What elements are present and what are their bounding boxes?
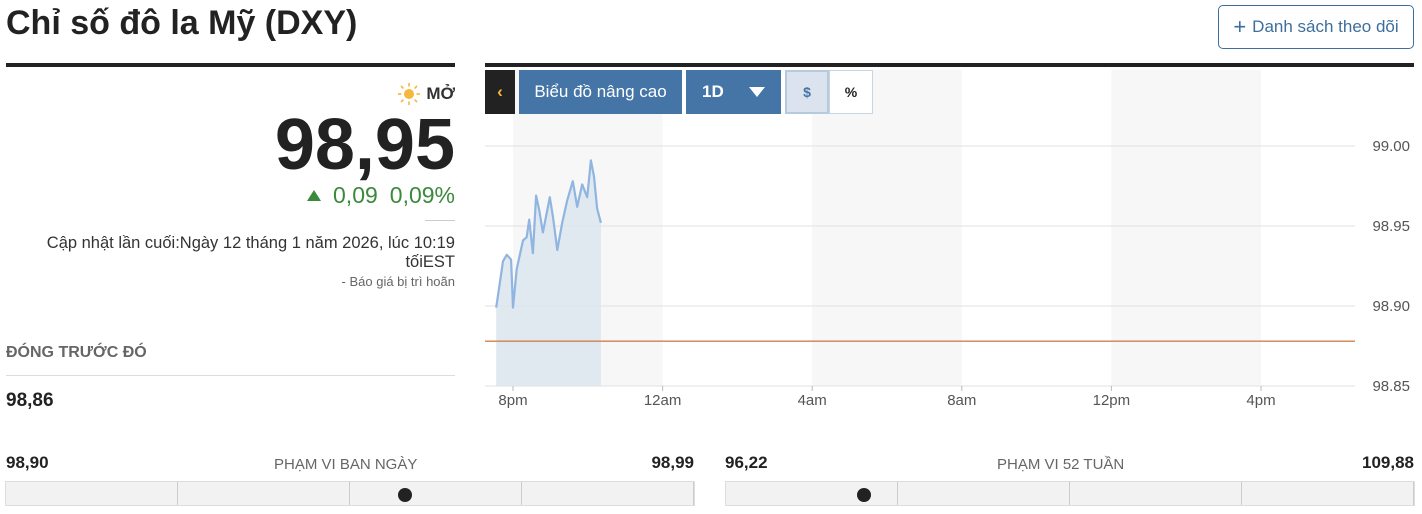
week52-range-high: 109,88 bbox=[1362, 453, 1414, 472]
week52-range-marker bbox=[856, 488, 871, 502]
collapse-button[interactable]: ‹ bbox=[485, 70, 515, 114]
price-line bbox=[495, 159, 602, 309]
status-label: MỞ bbox=[426, 84, 455, 103]
time-band bbox=[1111, 70, 1261, 386]
add-to-watchlist-button[interactable]: + Danh sách theo dõi bbox=[1218, 5, 1414, 49]
advanced-chart-button[interactable]: Biểu đồ nâng cao bbox=[519, 70, 682, 114]
sun-icon bbox=[398, 83, 421, 105]
delayed-quote-note: - Báo giá bị trì hoãn bbox=[341, 274, 455, 289]
time-band bbox=[812, 70, 962, 386]
week52-range-low: 96,22 bbox=[725, 453, 768, 472]
day-range-marker bbox=[398, 488, 413, 502]
price-area bbox=[496, 160, 601, 386]
period-dropdown[interactable]: 1D bbox=[686, 70, 781, 114]
change-percent: 0,09% bbox=[389, 182, 455, 208]
x-tick-label: 4pm bbox=[1246, 392, 1275, 409]
y-tick-label: 98.85 bbox=[1372, 378, 1410, 395]
price-chart: 99.00 98.95 98.90 98.85 8pm 12am 4am 8am 12pm 4pm bbox=[485, 70, 1410, 409]
x-tick-label: 8am bbox=[947, 392, 976, 409]
caret-down-icon bbox=[749, 87, 765, 97]
x-tick-label: 8pm bbox=[498, 392, 527, 409]
x-tick-label: 12am bbox=[644, 392, 682, 409]
week52-range-bar bbox=[725, 481, 1415, 506]
current-price: 98,95 bbox=[274, 105, 455, 185]
y-tick-label: 98.95 bbox=[1372, 218, 1410, 235]
arrow-up-icon bbox=[307, 190, 322, 201]
divider bbox=[425, 220, 455, 221]
y-tick-label: 98.90 bbox=[1372, 298, 1410, 315]
change-value: 0,09 bbox=[333, 182, 378, 208]
percent-toggle[interactable]: % bbox=[829, 70, 873, 114]
plus-icon: + bbox=[1233, 14, 1247, 39]
day-range-high: 98,99 bbox=[651, 453, 694, 472]
page-title: Chỉ số đô la Mỹ (DXY) bbox=[6, 4, 358, 42]
prev-close-label: ĐÓNG TRƯỚC ĐÓ bbox=[6, 344, 147, 361]
usd-toggle[interactable]: $ bbox=[785, 70, 829, 114]
market-status: MỞ bbox=[398, 83, 455, 105]
chevron-left-icon: ‹ bbox=[497, 82, 503, 101]
divider bbox=[6, 375, 455, 376]
divider bbox=[485, 63, 1414, 67]
y-tick-label: 99.00 bbox=[1372, 138, 1410, 155]
prev-close-value: 98,86 bbox=[6, 390, 54, 411]
x-tick-label: 12pm bbox=[1093, 392, 1131, 409]
period-value: 1D bbox=[702, 82, 724, 101]
last-updated: Cập nhật lần cuối:Ngày 12 tháng 1 năm 20… bbox=[46, 234, 455, 271]
day-range-low: 98,90 bbox=[6, 453, 49, 472]
price-change: 0,09 0,09% bbox=[307, 182, 455, 209]
divider bbox=[6, 63, 455, 67]
week52-range-label: PHẠM VI 52 TUẦN bbox=[997, 456, 1125, 473]
watchlist-label: Danh sách theo dõi bbox=[1252, 17, 1399, 36]
x-tick-label: 4am bbox=[798, 392, 827, 409]
day-range-label: PHẠM VI BAN NGÀY bbox=[274, 456, 418, 473]
day-range-bar bbox=[5, 481, 695, 506]
